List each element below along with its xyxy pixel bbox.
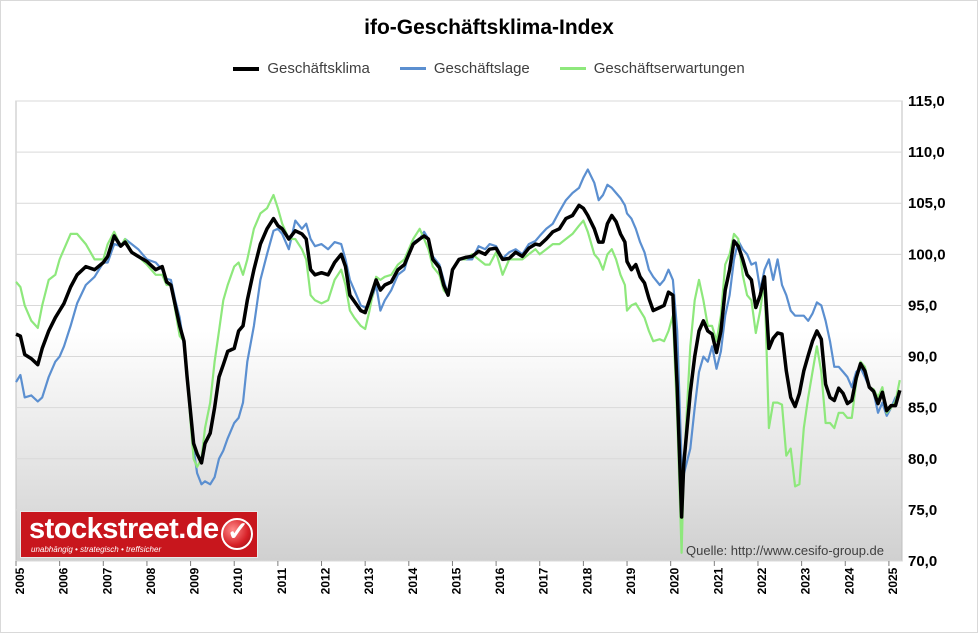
y-tick-label: 105,0 — [908, 195, 946, 212]
stockstreet-logo: stockstreet.de unabhängig • strategisch … — [20, 511, 258, 558]
x-tick-label: 2014 — [406, 567, 420, 594]
legend-item-geschaeftslage: Geschäftslage — [399, 60, 530, 77]
x-tick-label: 2022 — [755, 567, 769, 594]
legend-swatch-geschaeftsklima — [233, 66, 260, 71]
chart-title: ifo-Geschäftsklima-Index — [364, 16, 614, 39]
x-tick-label: 2023 — [799, 567, 813, 594]
x-tick-label: 2018 — [580, 567, 594, 594]
checkmark-icon: ✓ — [221, 516, 253, 550]
y-tick-label: 95,0 — [908, 297, 937, 314]
x-tick-label: 2025 — [886, 567, 900, 594]
logo-tagline: unabhängig • strategisch • treffsicher — [31, 545, 162, 554]
legend-swatch-geschaeftslage — [399, 67, 426, 70]
x-tick-label: 2008 — [144, 567, 158, 594]
legend-label-geschaeftserwartungen: Geschäftserwartungen — [593, 60, 745, 77]
y-tick-label: 110,0 — [908, 144, 945, 161]
x-tick-label: 2017 — [537, 567, 551, 594]
legend-label-geschaeftslage: Geschäftslage — [433, 60, 530, 77]
x-tick-label: 2007 — [100, 567, 114, 594]
x-tick-label: 2010 — [231, 567, 245, 594]
legend-label-geschaeftsklima: Geschäftsklima — [267, 60, 370, 77]
legend-swatch-geschaeftserwartungen — [559, 67, 586, 70]
y-tick-label: 70,0 — [908, 553, 937, 570]
y-tick-label: 75,0 — [908, 502, 937, 519]
legend: Geschäftsklima Geschäftslage Geschäftser… — [0, 60, 978, 77]
y-tick-label: 85,0 — [908, 400, 937, 417]
x-tick-label: 2021 — [711, 567, 725, 594]
series-line-geschaeftsklima — [15, 203, 902, 519]
x-tick-label: 2011 — [275, 568, 289, 594]
x-tick-label: 2015 — [449, 567, 463, 594]
x-tick-label: 2005 — [13, 567, 27, 594]
x-tick-label: 2019 — [624, 567, 638, 594]
y-tick-label: 80,0 — [908, 451, 937, 468]
legend-item-geschaeftsklima: Geschäftsklima — [233, 60, 370, 77]
x-tick-label: 2012 — [319, 567, 333, 594]
y-tick-label: 115,0 — [908, 93, 945, 110]
plot-area — [15, 100, 903, 562]
x-tick-label: 2009 — [188, 567, 202, 594]
x-tick-label: 2006 — [57, 567, 71, 594]
legend-item-geschaeftserwartungen: Geschäftserwartungen — [559, 60, 745, 77]
x-tick-label: 2013 — [362, 567, 376, 594]
source-note: Quelle: http://www.cesifo-group.de — [686, 543, 884, 558]
y-tick-label: 100,0 — [908, 246, 946, 263]
y-tick-label: 90,0 — [908, 349, 937, 366]
logo-name: stockstreet.de — [29, 513, 219, 545]
x-tick-label: 2016 — [493, 567, 507, 594]
x-tick-label: 2024 — [842, 567, 856, 594]
x-tick-label: 2020 — [668, 567, 682, 594]
